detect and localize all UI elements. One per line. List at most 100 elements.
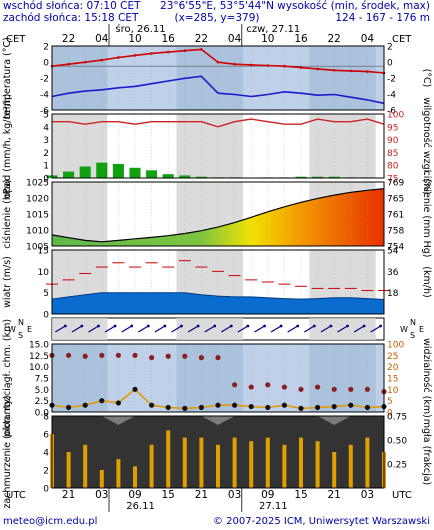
temperature-point bbox=[133, 54, 137, 57]
hour-label-top: 22 bbox=[328, 33, 341, 45]
wind-arrow-head bbox=[346, 324, 349, 328]
wind-arrow bbox=[54, 325, 66, 333]
tick-label: 0.75 bbox=[387, 413, 407, 423]
axis-label: ciśnienie (mm Hg) bbox=[421, 171, 432, 258]
night-band bbox=[52, 182, 108, 246]
cloud-top-point bbox=[331, 386, 337, 392]
tick-label: -4 bbox=[387, 91, 396, 101]
fog-bar bbox=[199, 437, 204, 488]
temperature-point bbox=[316, 67, 319, 71]
hour-label-top: 10 bbox=[261, 33, 274, 45]
panel-frame bbox=[51, 181, 385, 247]
tick-label: 1010 bbox=[26, 227, 49, 237]
timezone-label-bottom-right: UTC bbox=[392, 490, 412, 501]
compass-label: S bbox=[18, 331, 23, 340]
hour-label-top: 22 bbox=[195, 33, 208, 45]
tick-label: 25 bbox=[387, 352, 398, 362]
hour-label-top: 16 bbox=[162, 33, 176, 45]
tick-label: 15.0 bbox=[29, 341, 49, 351]
wind-arrow bbox=[171, 325, 182, 333]
tick-label: 85 bbox=[387, 149, 398, 159]
day-label-bottom: 27.11 bbox=[259, 501, 288, 512]
axis-label: temperatura (°C) bbox=[2, 37, 13, 119]
tick-label: 0.50 bbox=[387, 437, 407, 447]
wind-arrow-head bbox=[279, 324, 283, 328]
cloud-base-point bbox=[132, 386, 138, 392]
wind-arrow-head bbox=[146, 324, 150, 328]
cloud-base-point bbox=[149, 402, 155, 408]
cloud-top-point bbox=[281, 384, 287, 390]
cloud-top-point bbox=[132, 352, 138, 358]
tick-label: 90 bbox=[387, 136, 399, 146]
tick-label: 5 bbox=[43, 111, 49, 121]
tick-label: 2 bbox=[387, 43, 393, 53]
night-band bbox=[309, 114, 376, 178]
temperature-point bbox=[349, 69, 353, 73]
contact-email[interactable]: meteo@icm.edu.pl bbox=[3, 516, 98, 527]
compass-label: W bbox=[400, 325, 408, 334]
temperature-point bbox=[283, 64, 286, 68]
wind-arrow bbox=[154, 325, 166, 333]
axis-label: wilgotność wzgl. (%) bbox=[421, 97, 432, 195]
wind-arrow bbox=[121, 325, 133, 333]
night-band bbox=[176, 344, 243, 412]
cloud-base-point bbox=[364, 404, 370, 411]
fog-bar bbox=[116, 459, 121, 488]
tick-label: 2.5 bbox=[35, 397, 49, 407]
cloud-top-point bbox=[99, 352, 105, 358]
tick-label: 6 bbox=[43, 431, 49, 441]
precipitation-bar bbox=[295, 176, 307, 178]
cloud-top-point bbox=[82, 353, 88, 359]
precipitation-bar bbox=[79, 166, 91, 178]
tick-label: 5 bbox=[387, 397, 393, 407]
hour-label-top: 04 bbox=[228, 33, 242, 45]
tick-label: 2 bbox=[43, 467, 49, 477]
temperature-point bbox=[332, 68, 336, 72]
temperature-point bbox=[233, 62, 236, 66]
fog-bar bbox=[249, 441, 254, 488]
wind-arrow-head bbox=[246, 324, 250, 328]
axis-label: (km/h) bbox=[421, 266, 432, 297]
axis-label: zachmurzenie (oktanty) bbox=[2, 395, 13, 508]
temperature-point bbox=[100, 58, 104, 62]
hour-label-bottom: 09 bbox=[261, 489, 274, 501]
fog-bar bbox=[83, 444, 88, 488]
tick-label: 761 bbox=[387, 211, 404, 221]
tick-label: -6 bbox=[40, 107, 49, 117]
wind-arrow bbox=[353, 325, 365, 333]
fog-bar bbox=[66, 452, 71, 488]
compass-label: N bbox=[410, 318, 416, 327]
wind-arrow bbox=[254, 325, 265, 333]
hour-label-bottom: 03 bbox=[228, 489, 241, 501]
temperature-point bbox=[166, 50, 170, 54]
tick-label: 12.5 bbox=[29, 352, 49, 362]
wind-arrow-head bbox=[329, 324, 333, 328]
tick-label: 2 bbox=[43, 43, 49, 53]
panel-frame bbox=[51, 113, 385, 179]
temperature-point bbox=[83, 60, 87, 64]
hour-label-bottom: 15 bbox=[294, 489, 307, 501]
cloud-top-point bbox=[215, 355, 221, 361]
cloud-base-point bbox=[348, 402, 354, 408]
temperature-point bbox=[216, 60, 220, 64]
temperature-point bbox=[266, 64, 270, 67]
wind-arrow bbox=[303, 325, 315, 333]
panel-frame bbox=[51, 415, 385, 489]
fog-bar bbox=[265, 437, 270, 488]
fog-bar bbox=[232, 437, 237, 488]
axis-label: mgła (frakcja) bbox=[421, 419, 432, 486]
tick-label: 5.0 bbox=[35, 386, 50, 396]
wind-arrow-head bbox=[263, 324, 266, 328]
precipitation-bar bbox=[312, 176, 324, 178]
cloud-base-point bbox=[215, 402, 221, 408]
hour-label-bottom: 15 bbox=[162, 489, 175, 501]
fog-bar bbox=[282, 444, 287, 488]
cloud-base-point bbox=[66, 404, 72, 411]
wind-arrow bbox=[320, 325, 332, 333]
footer: meteo@icm.edu.pl © 2007-2025 ICM, Uniwer… bbox=[0, 514, 434, 530]
cloud-base-point bbox=[115, 400, 121, 406]
tick-label: 0 bbox=[43, 311, 49, 321]
wind-arrow bbox=[370, 325, 382, 333]
